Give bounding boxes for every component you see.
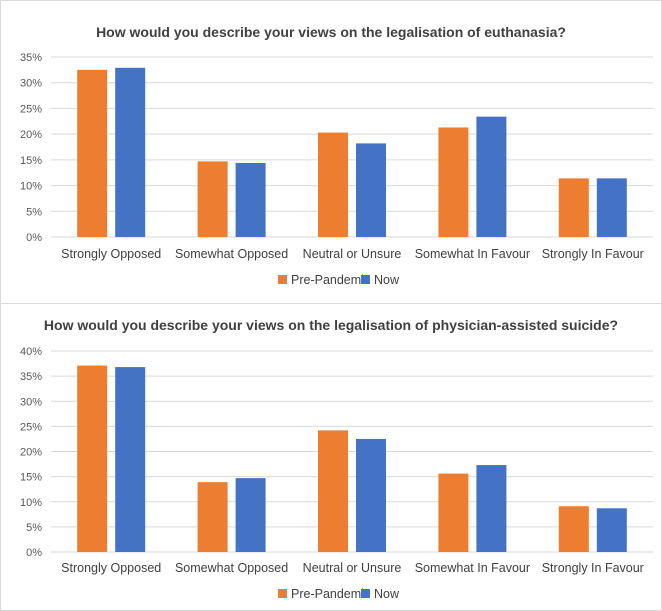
category-label: Strongly In Favour: [542, 561, 644, 575]
bar-now: [356, 143, 386, 237]
legend-label-pre-pandemic: Pre-Pandemic: [291, 587, 370, 601]
legend-swatch-pre-pandemic: [278, 589, 287, 598]
y-tick-label: 10%: [20, 181, 42, 193]
bar-now: [476, 465, 507, 552]
bar-pre-pandemic: [77, 69, 108, 237]
category-label: Somewhat In Favour: [415, 247, 530, 261]
category-label: Somewhat In Favour: [415, 561, 530, 575]
y-tick-label: 20%: [20, 129, 42, 141]
physician-assisted-suicide-bar-chart: How would you describe your views on the…: [20, 317, 653, 601]
y-tick-label: 5%: [26, 206, 42, 218]
chart-title: How would you describe your views on the…: [96, 24, 566, 40]
bar-pre-pandemic: [318, 132, 348, 237]
bar-now: [356, 438, 386, 552]
y-tick-label: 30%: [20, 78, 42, 90]
y-tick-label: 35%: [20, 52, 42, 64]
bar-now: [115, 367, 146, 552]
y-tick-label: 30%: [20, 396, 42, 408]
category-label: Strongly Opposed: [61, 561, 161, 575]
category-label: Neutral or Unsure: [303, 247, 402, 261]
bar-pre-pandemic: [77, 365, 108, 552]
bar-now: [235, 162, 266, 237]
y-tick-label: 0%: [26, 547, 42, 559]
bar-pre-pandemic: [438, 473, 469, 552]
y-tick-label: 5%: [26, 522, 42, 534]
legend-swatch-pre-pandemic: [278, 275, 287, 284]
y-tick-label: 15%: [20, 472, 42, 484]
category-label: Neutral or Unsure: [303, 561, 402, 575]
bar-pre-pandemic: [197, 482, 228, 552]
y-tick-label: 15%: [20, 155, 42, 167]
physician-assisted-suicide-chart-panel: How would you describe your views on the…: [0, 303, 662, 611]
bar-now: [596, 178, 627, 237]
euthanasia-bar-chart: How would you describe your views on the…: [20, 24, 653, 287]
legend-label-pre-pandemic: Pre-Pandemic: [291, 273, 370, 287]
y-tick-label: 20%: [20, 447, 42, 459]
legend-label-now: Now: [374, 273, 400, 287]
bar-now: [596, 508, 627, 552]
bar-now: [476, 116, 507, 237]
bar-pre-pandemic: [438, 127, 469, 237]
category-label: Strongly In Favour: [542, 247, 644, 261]
category-label: Strongly Opposed: [61, 247, 161, 261]
bar-pre-pandemic: [197, 161, 228, 237]
bar-pre-pandemic: [318, 430, 348, 552]
euthanasia-chart-panel: How would you describe your views on the…: [0, 0, 662, 303]
y-tick-label: 10%: [20, 497, 42, 509]
y-tick-label: 25%: [20, 421, 42, 433]
category-label: Somewhat Opposed: [175, 561, 288, 575]
category-label: Somewhat Opposed: [175, 247, 288, 261]
legend-swatch-now: [361, 275, 370, 284]
bar-now: [115, 67, 146, 237]
bar-pre-pandemic: [558, 506, 589, 552]
bar-now: [235, 478, 266, 552]
bar-pre-pandemic: [558, 178, 589, 237]
legend-label-now: Now: [374, 587, 400, 601]
y-tick-label: 40%: [20, 346, 42, 358]
y-tick-label: 0%: [26, 232, 42, 244]
chart-title: How would you describe your views on the…: [44, 317, 618, 333]
legend-swatch-now: [361, 589, 370, 598]
y-tick-label: 35%: [20, 371, 42, 383]
y-tick-label: 25%: [20, 103, 42, 115]
